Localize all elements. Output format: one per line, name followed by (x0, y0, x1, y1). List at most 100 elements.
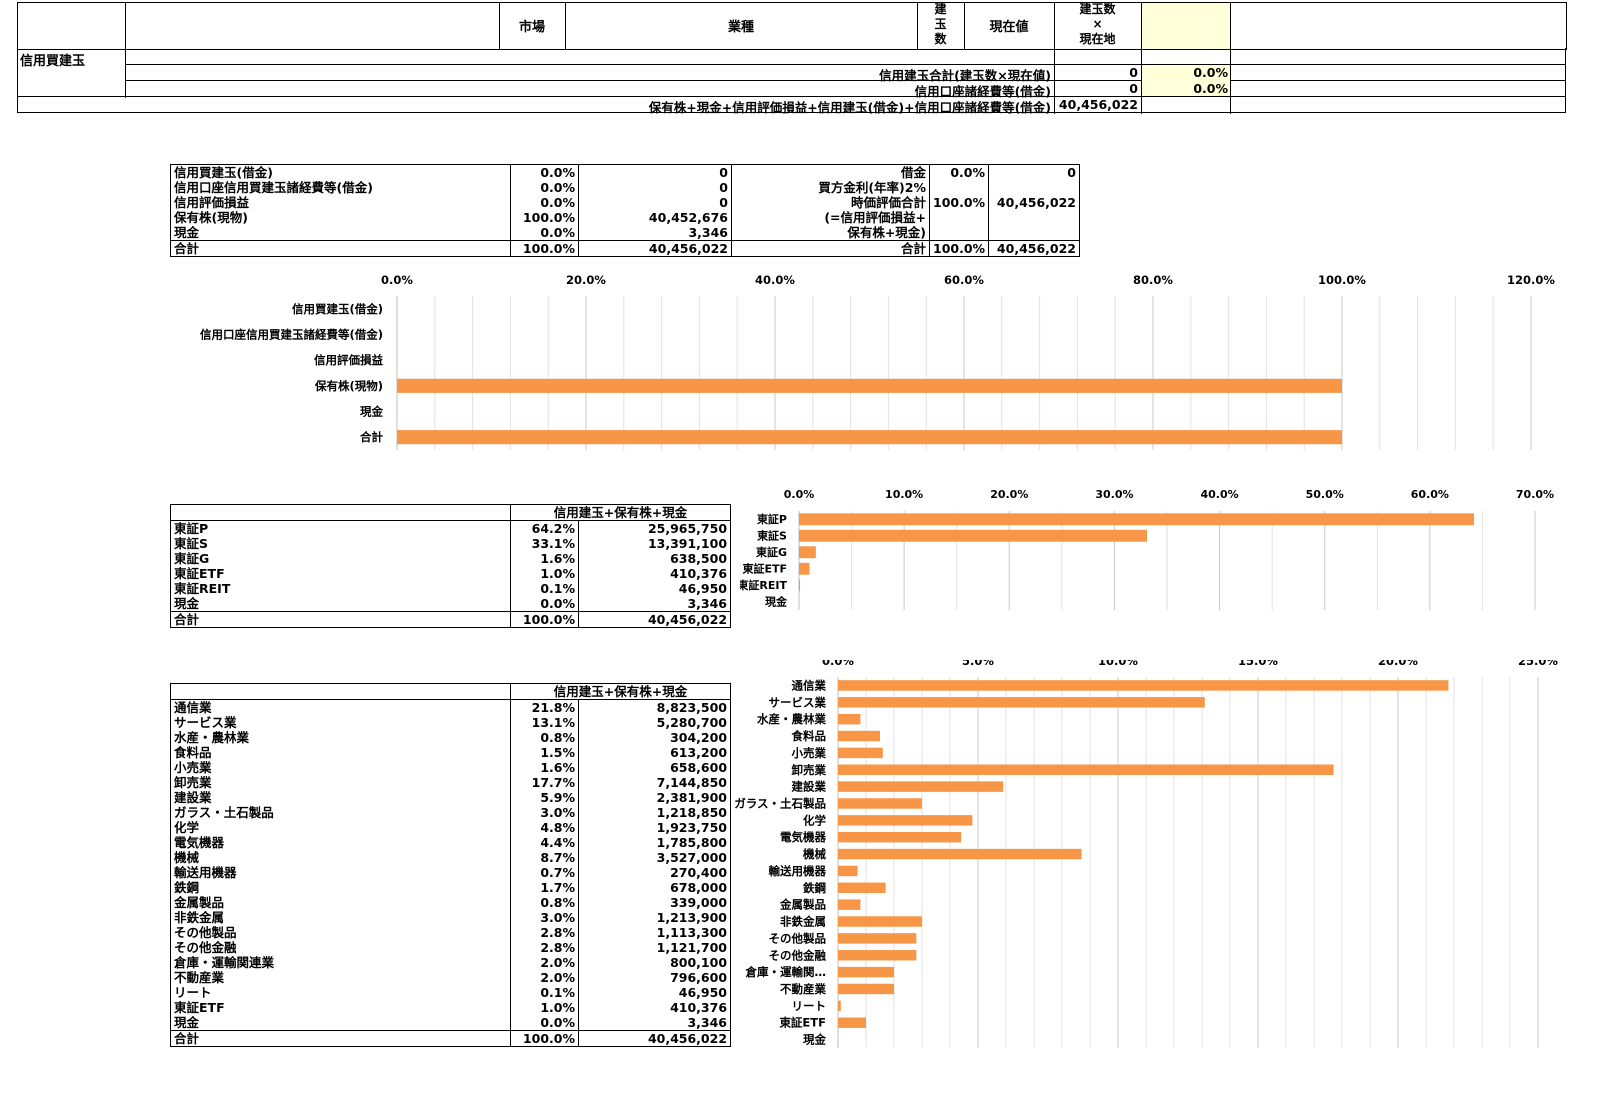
table-row: 東証G 1.6% 638,500 (170, 551, 732, 566)
x-tick-label: 15.0% (1238, 660, 1278, 668)
row-pct: 0.0% (510, 195, 579, 210)
row-pct: 33.1% (510, 536, 579, 551)
table-row: 卸売業 17.7% 7,144,850 (170, 775, 732, 790)
row-value: 1,113,300 (577, 925, 732, 940)
category-label: 非鉄金属 (780, 915, 826, 929)
row-pct: 0.1% (510, 581, 579, 596)
category-label: その他製品 (769, 931, 827, 945)
row-value: 1,218,850 (577, 805, 732, 820)
row-label: 信用口座信用買建玉諸経費等(借金) (170, 180, 511, 195)
category-label: リート (792, 999, 827, 1013)
row-value: 339,000 (577, 895, 732, 910)
row-pct: 1.6% (510, 760, 579, 775)
row-value: 3,346 (577, 1015, 732, 1031)
category-label: 東証ETF (779, 1016, 826, 1030)
summary-table: 信用買建玉(借金) 0.0% 0 借金 0.0% 0 信用口座信用買建玉諸経費等(借金) 0.… (170, 164, 1080, 257)
summary-row: 信用口座信用買建玉諸経費等(借金) 0.0% 0 買方金利(年率)2% (170, 180, 1080, 195)
row-label: 倉庫・運輸関連業 (170, 955, 511, 970)
x-tick-label: 20.0% (566, 273, 606, 287)
top-row-label: 信用口座諸経費等(借金) (914, 84, 1051, 99)
category-label: 東証P (757, 512, 787, 526)
top-row-pct: 0.0% (1193, 65, 1228, 80)
summary-row: 現金 0.0% 3,346 保有株+現金) (170, 225, 1080, 241)
bar (838, 933, 917, 944)
x-tick-label: 70.0% (1516, 490, 1554, 501)
table-row: 倉庫・運輸関連業 2.0% 800,100 (170, 955, 732, 970)
bar (838, 950, 917, 961)
row-value: 658,600 (577, 760, 732, 775)
table-row: 合計 100.0% 40,456,022 (170, 611, 732, 628)
category-label: 金属製品 (779, 898, 826, 912)
row-pct: 100.0% (510, 210, 579, 225)
bar (838, 966, 894, 978)
bar (838, 680, 1449, 691)
table-row: リート 0.1% 46,950 (170, 985, 732, 1000)
row-right-pct (929, 180, 989, 195)
row-value: 410,376 (577, 566, 732, 581)
row-pct: 13.1% (510, 715, 579, 730)
row-label: 現金 (170, 1015, 511, 1031)
bar (838, 1017, 866, 1028)
category-label: 小売業 (791, 746, 827, 760)
row-label: その他製品 (170, 925, 511, 940)
table-row: 現金 0.0% 3,346 (170, 1015, 732, 1031)
table-row: 輸送用機器 0.7% 270,400 (170, 865, 732, 880)
row-pct: 64.2% (510, 520, 579, 536)
header-qty: 建玉数 (934, 2, 947, 46)
row-pct: 2.0% (510, 955, 579, 970)
row-value: 8,823,500 (577, 699, 732, 715)
row-value: 0 (578, 164, 732, 180)
row-pct: 0.7% (510, 865, 579, 880)
bar (838, 747, 883, 759)
row-pct: 0.0% (510, 225, 579, 241)
x-tick-label: 40.0% (755, 273, 795, 287)
bar (838, 1000, 841, 1012)
row-right-value (988, 225, 1080, 241)
table-row: 東証P 64.2% 25,965,750 (170, 520, 732, 536)
row-label: 信用買建玉(借金) (170, 164, 511, 180)
row-pct: 3.0% (510, 910, 579, 925)
row-pct: 0.0% (510, 180, 579, 195)
row-value: 3,346 (578, 225, 732, 241)
row-right-value: 40,456,022 (988, 240, 1080, 257)
table-row: 食料品 1.5% 613,200 (170, 745, 732, 760)
row-label: 機械 (170, 850, 511, 865)
header-industry: 業種 (727, 20, 754, 35)
category-label: 東証S (757, 529, 787, 543)
table-row: 通信業 21.8% 8,823,500 (170, 699, 732, 715)
x-tick-label: 5.0% (962, 660, 994, 668)
row-value: 13,391,100 (577, 536, 732, 551)
x-tick-label: 20.0% (1378, 660, 1418, 668)
row-value: 1,785,800 (577, 835, 732, 850)
category-label: 現金 (803, 1033, 826, 1047)
bar (838, 899, 861, 910)
row-pct: 17.7% (510, 775, 579, 790)
x-tick-label: 10.0% (1098, 660, 1138, 668)
row-value: 800,100 (577, 955, 732, 970)
row-right-value (988, 180, 1080, 195)
category-label: その他金融 (769, 948, 827, 962)
category-label: 東証G (756, 545, 787, 559)
header-blank (170, 504, 511, 521)
header-price: 現在値 (989, 20, 1029, 35)
row-pct: 3.0% (510, 805, 579, 820)
row-value: 678,000 (577, 880, 732, 895)
category-label: 輸送用機器 (769, 864, 827, 878)
row-pct: 0.0% (510, 164, 579, 180)
table-row: 東証REIT 0.1% 46,950 (170, 581, 732, 596)
table-row: 化学 4.8% 1,923,750 (170, 820, 732, 835)
row-value: 638,500 (577, 551, 732, 566)
category-label: 機械 (803, 847, 826, 861)
row-label: 水産・農林業 (170, 730, 511, 745)
bar (799, 562, 810, 575)
market-table: 信用建玉+保有株+現金 東証P 64.2% 25,965,750 東証S 33.1% 13,… (170, 504, 732, 628)
row-right-label: 合計 (731, 240, 930, 257)
row-pct: 0.1% (510, 985, 579, 1000)
top-row-value: 0 (1129, 81, 1138, 96)
row-right-label: 借金 (731, 164, 930, 180)
header-blank (170, 683, 511, 700)
row-pct: 1.7% (510, 880, 579, 895)
bar (838, 916, 922, 927)
summary-row: 信用買建玉(借金) 0.0% 0 借金 0.0% 0 (170, 164, 1080, 180)
row-pct: 2.8% (510, 940, 579, 955)
